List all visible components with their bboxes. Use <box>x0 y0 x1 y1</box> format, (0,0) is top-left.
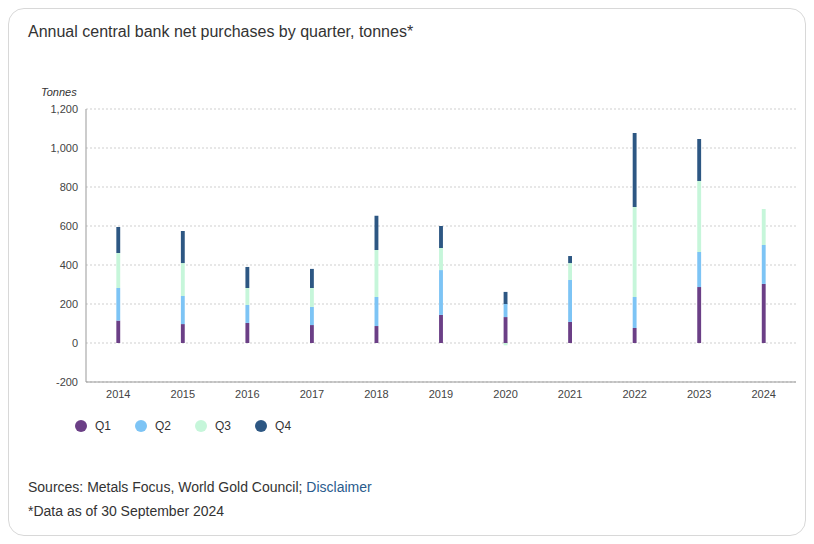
svg-text:1,200: 1,200 <box>50 103 78 115</box>
html-text:*Data as of 30 September 2024: *Data as of 30 September 2024 <box>28 503 225 519</box>
html-text:Q3: Q3 <box>215 419 231 433</box>
svg-text:0: 0 <box>72 337 78 349</box>
svg-text:400: 400 <box>60 259 78 271</box>
svg-text:2021: 2021 <box>558 388 582 400</box>
svg-text:600: 600 <box>60 220 78 232</box>
html-text:Q4: Q4 <box>275 419 292 433</box>
svg-text:200: 200 <box>60 298 78 310</box>
svg-text:2022: 2022 <box>622 388 646 400</box>
svg-text:1,000: 1,000 <box>50 142 78 154</box>
svg-text:2018: 2018 <box>364 388 388 400</box>
svg-text:2019: 2019 <box>429 388 453 400</box>
svg-text:2014: 2014 <box>106 388 130 400</box>
html-text:Tonnes: Tonnes <box>41 86 77 98</box>
svg-text:2017: 2017 <box>300 388 324 400</box>
html-text:Annual central bank net purcha: Annual central bank net purchases by qua… <box>28 23 414 40</box>
html-text:Sources: Metals Focus, World G: Sources: Metals Focus, World Gold Counci… <box>28 479 372 495</box>
svg-text:2023: 2023 <box>687 388 711 400</box>
html-text:Q2: Q2 <box>155 419 171 433</box>
svg-text:-200: -200 <box>56 376 78 388</box>
svg-text:2024: 2024 <box>751 388 775 400</box>
svg-text:800: 800 <box>60 181 78 193</box>
svg-text:2015: 2015 <box>171 388 195 400</box>
svg-text:2020: 2020 <box>493 388 517 400</box>
html-text:Q1: Q1 <box>95 419 111 433</box>
svg-text:2016: 2016 <box>235 388 259 400</box>
